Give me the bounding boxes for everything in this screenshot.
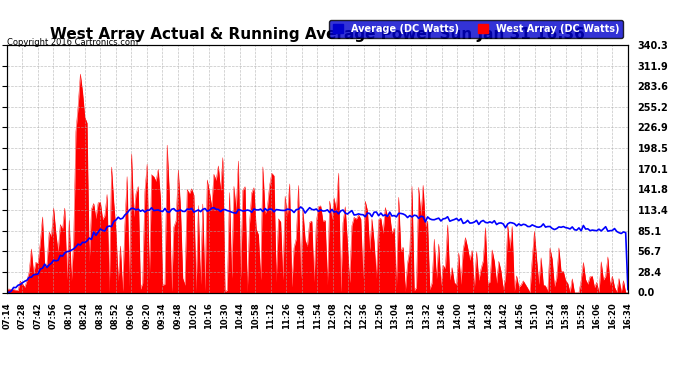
Text: Copyright 2016 Cartronics.com: Copyright 2016 Cartronics.com	[7, 38, 138, 47]
Title: West Array Actual & Running Average Power Sun Jan 31 16:36: West Array Actual & Running Average Powe…	[50, 27, 585, 42]
Legend: Average (DC Watts), West Array (DC Watts): Average (DC Watts), West Array (DC Watts…	[329, 20, 623, 38]
